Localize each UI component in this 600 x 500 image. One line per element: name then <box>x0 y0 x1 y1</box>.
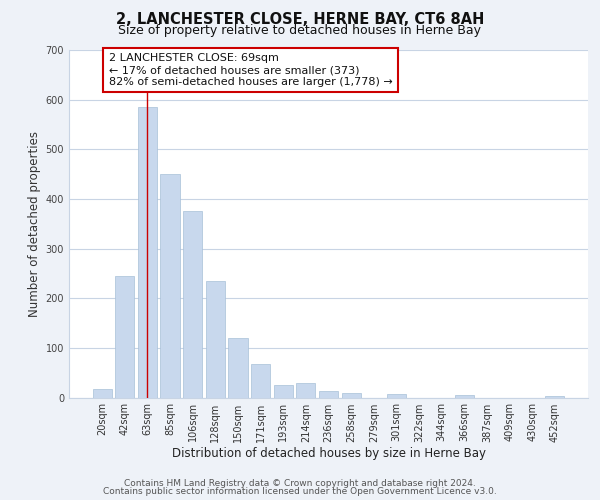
Bar <box>138 107 157 398</box>
Bar <box>229 338 248 398</box>
Text: 2 LANCHESTER CLOSE: 69sqm
← 17% of detached houses are smaller (373)
82% of semi: 2 LANCHESTER CLOSE: 69sqm ← 17% of detac… <box>109 54 393 86</box>
Bar <box>206 281 225 398</box>
Text: Contains public sector information licensed under the Open Government Licence v3: Contains public sector information licen… <box>103 487 497 496</box>
Bar <box>115 276 134 398</box>
Bar <box>545 396 565 398</box>
Bar <box>455 395 474 398</box>
Bar <box>160 174 180 398</box>
Text: Contains HM Land Registry data © Crown copyright and database right 2024.: Contains HM Land Registry data © Crown c… <box>124 478 476 488</box>
X-axis label: Distribution of detached houses by size in Herne Bay: Distribution of detached houses by size … <box>172 448 485 460</box>
Bar <box>251 364 270 398</box>
Bar <box>183 212 202 398</box>
Bar <box>274 385 293 398</box>
Y-axis label: Number of detached properties: Number of detached properties <box>28 130 41 317</box>
Bar <box>319 391 338 398</box>
Bar <box>341 392 361 398</box>
Bar <box>296 382 316 398</box>
Bar <box>387 394 406 398</box>
Text: 2, LANCHESTER CLOSE, HERNE BAY, CT6 8AH: 2, LANCHESTER CLOSE, HERNE BAY, CT6 8AH <box>116 12 484 28</box>
Text: Size of property relative to detached houses in Herne Bay: Size of property relative to detached ho… <box>119 24 482 37</box>
Bar <box>92 388 112 398</box>
